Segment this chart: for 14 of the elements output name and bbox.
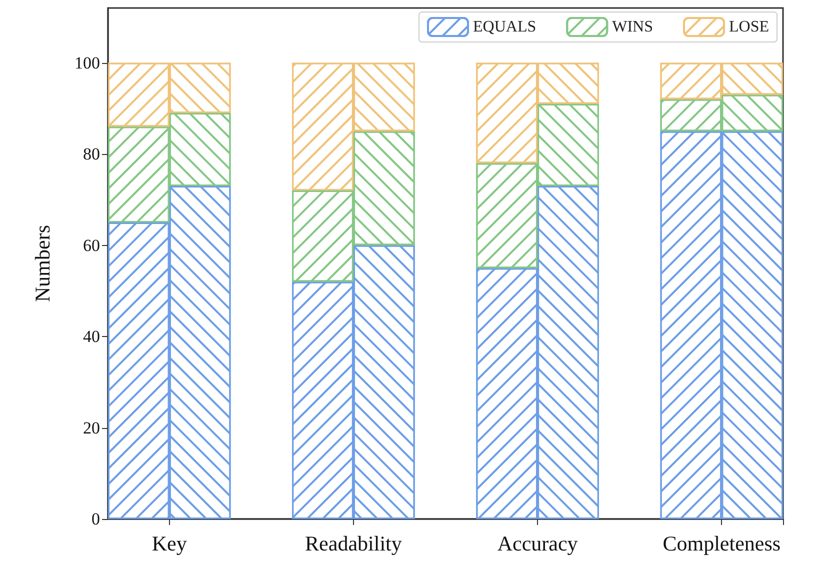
y-axis-title: Numbers <box>30 225 54 302</box>
x-tick-label: Key <box>152 532 188 556</box>
y-tick-label: 40 <box>83 327 100 346</box>
x-tick-label: Completeness <box>662 532 781 556</box>
legend-label: WINS <box>612 18 654 36</box>
y-tick-label: 100 <box>74 53 100 72</box>
y-tick-label: 0 <box>92 510 100 528</box>
y-tick-label: 60 <box>83 236 100 255</box>
legend-label: LOSE <box>729 18 769 36</box>
y-tick-label: 20 <box>83 418 100 438</box>
x-tick-label: Readability <box>305 532 402 556</box>
y-tick-label: 80 <box>83 144 100 164</box>
legend-label: EQUALS <box>473 18 536 36</box>
x-tick-label: Accuracy <box>497 532 578 556</box>
